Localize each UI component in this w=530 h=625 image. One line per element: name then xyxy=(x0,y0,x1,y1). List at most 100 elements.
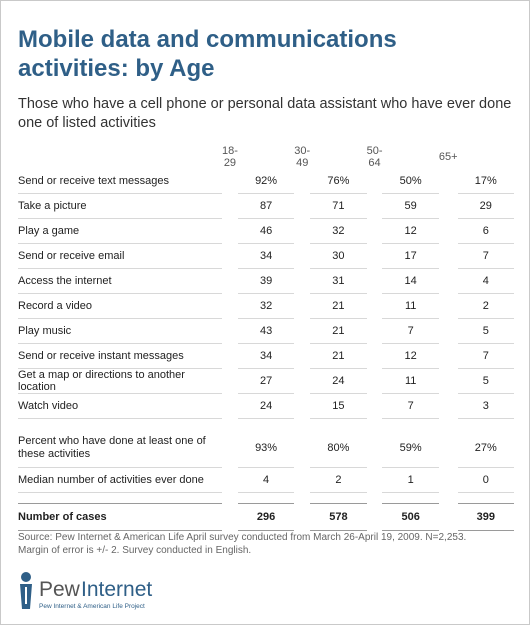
chart-title: Mobile data and communications activitie… xyxy=(18,25,518,83)
value-cell: 92% xyxy=(237,169,295,194)
table-row: Play a game 46 32 12 6 xyxy=(18,218,514,244)
value-cell: 29 xyxy=(457,193,514,219)
row-label: Play music xyxy=(18,318,222,344)
logo-tagline: Pew Internet & American Life Project xyxy=(39,603,145,610)
value-cell: 7 xyxy=(382,318,439,344)
value-cell: 5 xyxy=(457,368,514,394)
value-cell: 5 xyxy=(457,318,514,344)
person-keyhole-icon xyxy=(20,572,32,609)
title-line-2: activities: by Age xyxy=(18,55,215,82)
value-cell: 59% xyxy=(382,429,439,468)
row-label: Send or receive instant messages xyxy=(18,343,222,369)
title-line-1: Mobile data and communications xyxy=(18,26,397,53)
value-cell: 34 xyxy=(237,243,295,269)
value-cell: 71 xyxy=(310,193,367,219)
value-cell: 1 xyxy=(382,467,439,493)
value-cell: 2 xyxy=(310,467,367,493)
value-cell: 3 xyxy=(457,393,514,419)
source-note: Source: Pew Internet & American Life Apr… xyxy=(18,531,518,557)
value-cell: 80% xyxy=(310,429,367,468)
pew-internet-logo: Pew Internet Pew Internet & American Lif… xyxy=(20,572,152,610)
row-label: Take a picture xyxy=(18,193,222,219)
row-label: Send or receive email xyxy=(18,243,222,269)
source-line-2: Margin of error is +/- 2. Survey conduct… xyxy=(18,545,252,556)
value-cell: 24 xyxy=(237,393,295,419)
row-label: Record a video xyxy=(18,293,222,319)
table-row: Send or receive email 34 30 17 7 xyxy=(18,243,514,269)
value-cell: 6 xyxy=(457,218,514,244)
value-cell: 59 xyxy=(382,193,439,219)
logo-word-internet: Internet xyxy=(81,578,152,601)
value-cell: 21 xyxy=(310,318,367,344)
table-row: Play music 43 21 7 5 xyxy=(18,318,514,344)
value-cell: 12 xyxy=(382,343,439,369)
value-cell: 39 xyxy=(237,268,295,294)
row-label-line-2: these activities xyxy=(18,448,91,460)
table-row: Send or receive instant messages 34 21 12 7 xyxy=(18,343,514,369)
value-cell: 27% xyxy=(457,429,514,468)
value-cell: 31 xyxy=(310,268,367,294)
value-cell: 30 xyxy=(310,243,367,269)
table-row: Access the internet 39 31 14 4 xyxy=(18,268,514,294)
value-cell: 7 xyxy=(457,243,514,269)
value-cell: 21 xyxy=(310,293,367,319)
row-label: Get a map or directions to another locat… xyxy=(18,368,222,394)
column-header: 18-29 xyxy=(221,145,238,169)
table-row: Send or receive text messages 92% 76% 50% 17… xyxy=(18,169,514,194)
value-cell: 578 xyxy=(310,503,367,531)
value-cell: 11 xyxy=(382,293,439,319)
row-label: Access the internet xyxy=(18,268,222,294)
source-line-1: Source: Pew Internet & American Life Apr… xyxy=(18,532,467,543)
table-row: Record a video 32 21 11 2 xyxy=(18,293,514,319)
header-row: 18-29 30-49 50-64 65+ xyxy=(18,145,514,169)
row-label: Play a game xyxy=(18,218,222,244)
value-cell: 43 xyxy=(237,318,295,344)
value-cell: 4 xyxy=(457,268,514,294)
value-cell: 0 xyxy=(457,467,514,493)
row-label-line-1: Percent who have done at least one of xyxy=(18,435,206,447)
value-cell: 32 xyxy=(237,293,295,319)
row-label: Watch video xyxy=(18,393,222,419)
value-cell: 76% xyxy=(310,169,367,194)
value-cell: 7 xyxy=(457,343,514,369)
value-cell: 46 xyxy=(237,218,295,244)
logo-word-pew: Pew xyxy=(39,578,81,601)
row-label: Send or receive text messages xyxy=(18,169,222,194)
column-header: 65+ xyxy=(438,151,458,163)
value-cell: 12 xyxy=(382,218,439,244)
table-row: Take a picture 87 71 59 29 xyxy=(18,193,514,219)
column-header: 30-49 xyxy=(294,145,311,169)
row-label: Percent who have done at least one of the… xyxy=(18,429,222,468)
value-cell: 15 xyxy=(310,393,367,419)
row-label: Median number of activities ever done xyxy=(18,467,222,493)
value-cell: 17 xyxy=(382,243,439,269)
value-cell: 14 xyxy=(382,268,439,294)
total-row: Number of cases 296 578 506 399 xyxy=(18,503,514,531)
column-header: 50-64 xyxy=(366,145,383,169)
value-cell: 27 xyxy=(237,368,295,394)
row-label: Number of cases xyxy=(18,503,222,531)
value-cell: 506 xyxy=(382,503,439,531)
value-cell: 2 xyxy=(457,293,514,319)
value-cell: 4 xyxy=(237,467,295,493)
data-table: 18-29 30-49 50-64 65+ Send or receive te… xyxy=(18,145,514,531)
value-cell: 34 xyxy=(237,343,295,369)
value-cell: 87 xyxy=(237,193,295,219)
value-cell: 93% xyxy=(237,429,295,468)
value-cell: 32 xyxy=(310,218,367,244)
value-cell: 24 xyxy=(310,368,367,394)
value-cell: 50% xyxy=(382,169,439,194)
value-cell: 21 xyxy=(310,343,367,369)
value-cell: 296 xyxy=(237,503,295,531)
table-row: Watch video 24 15 7 3 xyxy=(18,393,514,419)
summary-row: Percent who have done at least one of the… xyxy=(18,429,514,468)
table-row: Get a map or directions to another locat… xyxy=(18,368,514,394)
value-cell: 399 xyxy=(457,503,514,531)
header-blank xyxy=(18,145,222,169)
chart-subtitle: Those who have a cell phone or personal … xyxy=(18,96,512,131)
value-cell: 17% xyxy=(457,169,514,194)
summary-row: Median number of activities ever done 4 2 1… xyxy=(18,467,514,493)
value-cell: 11 xyxy=(382,368,439,394)
value-cell: 7 xyxy=(382,393,439,419)
